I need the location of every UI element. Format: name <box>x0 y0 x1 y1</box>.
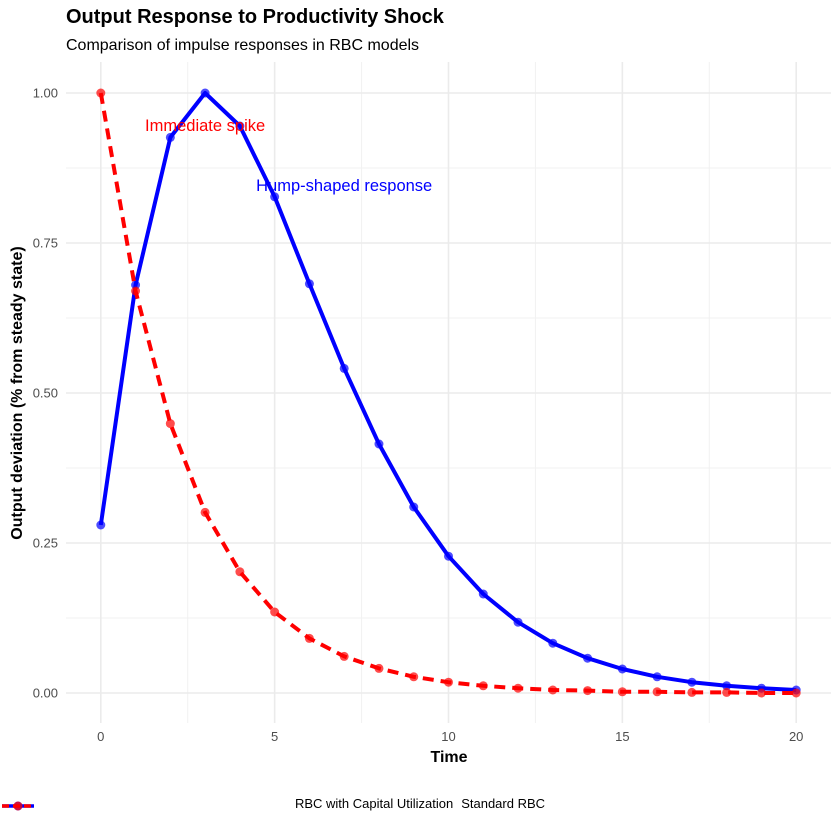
tick-labels: 0 5 10 15 20 0.00 0.25 0.50 0.75 1.00 <box>33 86 804 745</box>
legend-label: Standard RBC <box>461 796 546 811</box>
series-layer <box>96 88 801 698</box>
legend: RBC with Capital Utilization Standard RBC <box>0 796 840 811</box>
data-point <box>131 286 141 296</box>
x-tick-label: 10 <box>441 729 455 744</box>
data-point <box>617 664 627 674</box>
data-point <box>617 687 627 697</box>
data-point <box>791 688 801 698</box>
data-point <box>548 685 558 695</box>
data-point <box>96 88 106 98</box>
data-point <box>722 681 732 691</box>
data-point <box>756 688 766 698</box>
data-point <box>478 681 488 691</box>
data-point <box>513 617 523 627</box>
legend-item: RBC with Capital Utilization <box>2 796 454 811</box>
series-1 <box>96 88 801 695</box>
annotations: Immediate spike Hump-shaped response <box>145 117 432 195</box>
data-point <box>409 672 419 682</box>
data-point <box>200 507 210 517</box>
x-tick-label: 0 <box>97 729 104 744</box>
x-tick-label: 20 <box>789 729 803 744</box>
data-point <box>235 567 245 577</box>
y-tick-label: 0.50 <box>33 386 58 401</box>
data-point <box>235 121 245 131</box>
data-point <box>444 551 453 561</box>
data-point <box>339 651 349 661</box>
data-point <box>513 683 523 693</box>
data-point <box>270 607 280 617</box>
data-point <box>270 192 280 202</box>
data-point <box>304 279 314 289</box>
chart-subtitle: Comparison of impulse responses in RBC m… <box>66 37 420 54</box>
data-point <box>548 638 558 648</box>
y-axis-title: Output deviation (% from steady state) <box>9 246 26 539</box>
data-point <box>339 363 349 373</box>
legend-label: RBC with Capital Utilization <box>294 796 454 811</box>
data-point <box>652 687 662 697</box>
y-tick-label: 0.75 <box>33 236 58 251</box>
series-2 <box>96 88 801 698</box>
y-tick-label: 0.25 <box>33 536 58 551</box>
data-point <box>409 502 419 512</box>
annotation-label: Hump-shaped response <box>256 177 432 195</box>
x-axis-title: Time <box>430 749 467 766</box>
data-point <box>374 439 384 449</box>
data-point <box>96 520 106 530</box>
data-point <box>478 589 488 599</box>
x-tick-label: 15 <box>615 729 629 744</box>
data-point <box>687 687 697 697</box>
legend-item: Standard RBC <box>2 796 546 811</box>
x-tick-label: 5 <box>271 729 278 744</box>
chart-title: Output Response to Productivity Shock <box>66 6 444 28</box>
grid <box>66 62 831 723</box>
data-point <box>687 677 697 687</box>
legend-key <box>2 801 34 811</box>
data-point <box>583 653 593 663</box>
data-point <box>374 663 384 673</box>
y-tick-label: 1.00 <box>33 86 58 101</box>
data-point <box>722 687 732 697</box>
data-point <box>165 132 175 142</box>
data-point <box>165 419 175 429</box>
data-point <box>652 672 662 682</box>
annotation-label: Immediate spike <box>145 117 265 135</box>
data-point <box>444 677 453 687</box>
data-point <box>304 633 314 643</box>
y-tick-label: 0.00 <box>33 686 58 701</box>
data-point <box>583 686 593 696</box>
line-chart: Immediate spike Hump-shaped response 0 5 10… <box>9 62 831 766</box>
data-point <box>200 88 210 98</box>
